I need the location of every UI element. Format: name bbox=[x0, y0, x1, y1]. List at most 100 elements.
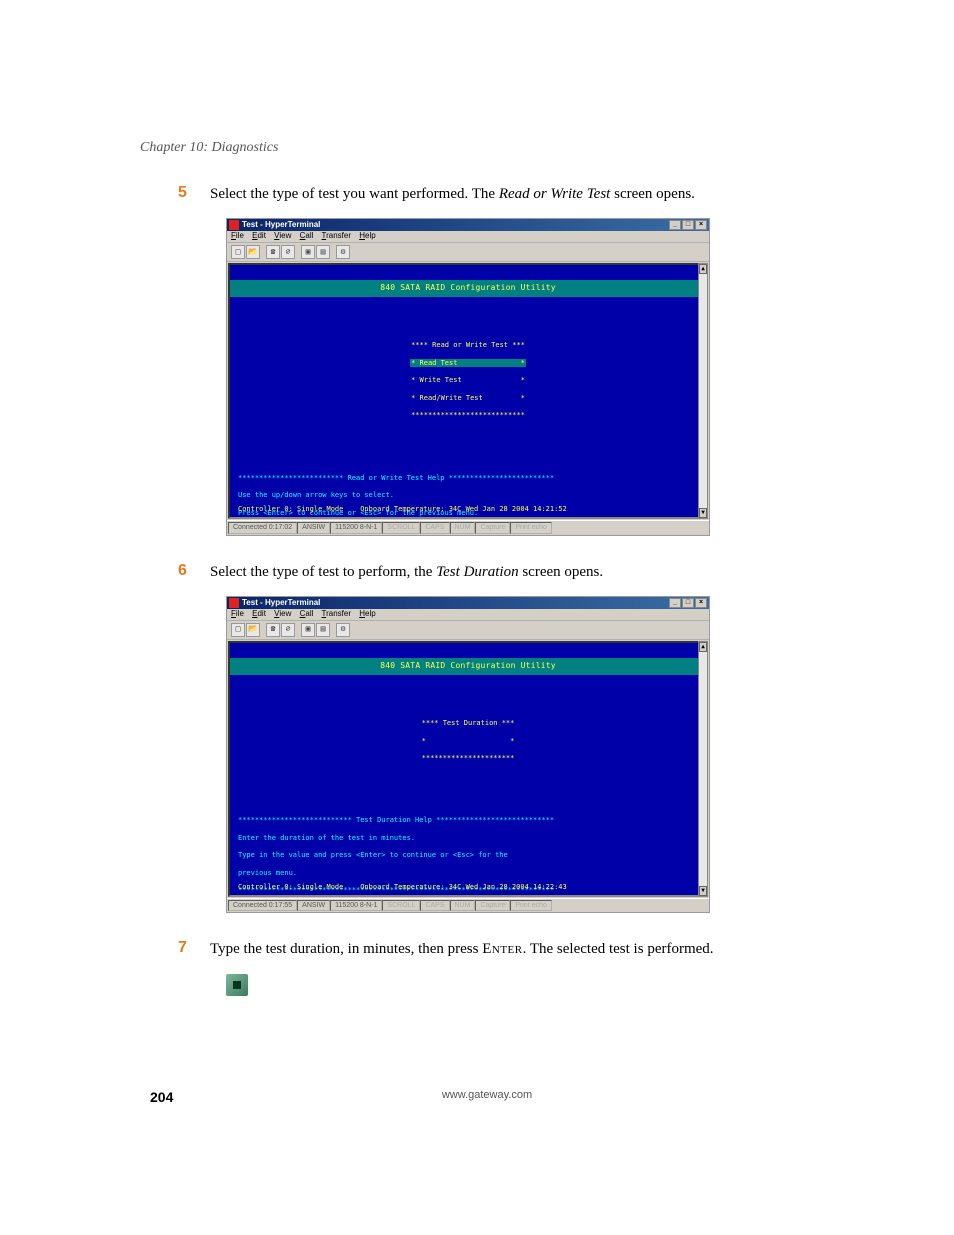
menu-transfer[interactable]: Transfer bbox=[322, 231, 352, 240]
send-icon[interactable]: ▣ bbox=[301, 245, 315, 259]
menu-call[interactable]: Call bbox=[300, 231, 314, 240]
menu-view[interactable]: View bbox=[274, 609, 291, 618]
menu-help[interactable]: Help bbox=[359, 231, 375, 240]
disconnect-icon[interactable]: ⌀ bbox=[281, 623, 295, 637]
menu-header: **** Test Duration *** bbox=[238, 719, 698, 728]
step-number: 6 bbox=[178, 562, 187, 580]
scroll-track[interactable] bbox=[699, 652, 707, 886]
terminal-area[interactable]: 840 SATA RAID Configuration Utility ****… bbox=[228, 641, 708, 897]
maximize-button[interactable]: □ bbox=[682, 598, 694, 608]
status-connected: Connected 0:17:55 bbox=[228, 900, 297, 912]
status-capture: Capture bbox=[475, 522, 510, 534]
window-titlebar: Test - HyperTerminal _ □ × bbox=[227, 219, 709, 231]
scroll-up-icon[interactable]: ▲ bbox=[699, 642, 707, 652]
menu-transfer[interactable]: Transfer bbox=[322, 609, 352, 618]
connect-icon[interactable]: ☎ bbox=[266, 245, 280, 259]
text-part: screen opens. bbox=[610, 186, 695, 202]
status-capture: Capture bbox=[475, 900, 510, 912]
window-titlebar: Test - HyperTerminal _ □ × bbox=[227, 597, 709, 609]
utility-title: 840 SATA RAID Configuration Utility bbox=[230, 280, 706, 299]
window-title: Test - HyperTerminal bbox=[242, 221, 669, 230]
help-title: ************************* Read or Write … bbox=[238, 474, 698, 483]
toolbar: □ 📂 ☎ ⌀ ▣ ▤ ⚙ bbox=[227, 621, 709, 640]
menu-edit[interactable]: Edit bbox=[252, 231, 266, 240]
menu-file[interactable]: File bbox=[231, 231, 244, 240]
text-part: Type the test duration, in minutes, then… bbox=[210, 941, 482, 957]
terminal-area[interactable]: 840 SATA RAID Configuration Utility ****… bbox=[228, 263, 708, 519]
receive-icon[interactable]: ▤ bbox=[316, 245, 330, 259]
page-footer: 204 www.gateway.com bbox=[150, 1089, 824, 1105]
minimize-button[interactable]: _ bbox=[669, 598, 681, 608]
toolbar: □ 📂 ☎ ⌀ ▣ ▤ ⚙ bbox=[227, 243, 709, 262]
terminal-container: 840 SATA RAID Configuration Utility ****… bbox=[227, 640, 709, 898]
help-line: Type in the value and press <Enter> to c… bbox=[238, 851, 698, 860]
help-line: Enter the duration of the test in minute… bbox=[238, 834, 698, 843]
menu-rule: *************************** bbox=[238, 411, 698, 420]
app-icon bbox=[229, 598, 239, 608]
scroll-down-icon[interactable]: ▼ bbox=[699, 508, 707, 518]
new-icon[interactable]: □ bbox=[231, 245, 245, 259]
minimize-button[interactable]: _ bbox=[669, 220, 681, 230]
end-of-procedure-icon bbox=[226, 974, 248, 996]
close-button[interactable]: × bbox=[695, 220, 707, 230]
scroll-track[interactable] bbox=[699, 274, 707, 508]
send-icon[interactable]: ▣ bbox=[301, 623, 315, 637]
open-icon[interactable]: 📂 bbox=[246, 245, 260, 259]
scrollbar[interactable]: ▲ ▼ bbox=[698, 263, 708, 519]
disconnect-icon[interactable]: ⌀ bbox=[281, 245, 295, 259]
connect-icon[interactable]: ☎ bbox=[266, 623, 280, 637]
step-text: Select the type of test to perform, the … bbox=[210, 564, 603, 580]
menu-file[interactable]: File bbox=[231, 609, 244, 618]
scroll-up-icon[interactable]: ▲ bbox=[699, 264, 707, 274]
step-text: Type the test duration, in minutes, then… bbox=[210, 941, 714, 957]
status-terminal: ANSIW bbox=[297, 900, 330, 912]
scroll-down-icon[interactable]: ▼ bbox=[699, 886, 707, 896]
status-connected: Connected 0:17:02 bbox=[228, 522, 297, 534]
step-number: 7 bbox=[178, 939, 187, 957]
text-part: screen opens. bbox=[519, 564, 604, 580]
menu-edit[interactable]: Edit bbox=[252, 609, 266, 618]
status-config: 115200 8-N-1 bbox=[330, 900, 382, 912]
chapter-header: Chapter 10: Diagnostics bbox=[140, 140, 824, 156]
status-scroll: SCROLL bbox=[382, 900, 420, 912]
scrollbar[interactable]: ▲ ▼ bbox=[698, 641, 708, 897]
utility-title: 840 SATA RAID Configuration Utility bbox=[230, 658, 706, 677]
help-title: *************************** Test Duratio… bbox=[238, 816, 698, 825]
close-button[interactable]: × bbox=[695, 598, 707, 608]
status-config: 115200 8-N-1 bbox=[330, 522, 382, 534]
separator bbox=[331, 245, 335, 259]
open-icon[interactable]: 📂 bbox=[246, 623, 260, 637]
step-text: Select the type of test you want perform… bbox=[210, 186, 695, 202]
window-buttons: _ □ × bbox=[669, 220, 707, 230]
menu-item-read[interactable]: * Read Test * bbox=[238, 359, 698, 368]
key-name: Enter bbox=[482, 941, 522, 957]
window-title: Test - HyperTerminal bbox=[242, 599, 669, 608]
terminal-body: **** Test Duration *** * * *************… bbox=[230, 692, 706, 782]
menu-call[interactable]: Call bbox=[300, 609, 314, 618]
status-caps: CAPS bbox=[420, 522, 449, 534]
properties-icon[interactable]: ⚙ bbox=[336, 623, 350, 637]
terminal-status: Controller 0: Single Mode Onboard Temper… bbox=[230, 882, 706, 893]
window-buttons: _ □ × bbox=[669, 598, 707, 608]
status-echo: Print echo bbox=[510, 900, 552, 912]
new-icon[interactable]: □ bbox=[231, 623, 245, 637]
help-line: previous menu. bbox=[238, 869, 698, 878]
menu-rule: ********************** bbox=[238, 754, 698, 763]
menubar: File Edit View Call Transfer Help bbox=[227, 231, 709, 243]
receive-icon[interactable]: ▤ bbox=[316, 623, 330, 637]
separator bbox=[331, 623, 335, 637]
separator bbox=[261, 245, 265, 259]
menubar: File Edit View Call Transfer Help bbox=[227, 609, 709, 621]
menu-item-write[interactable]: * Write Test * bbox=[238, 376, 698, 385]
step-5: 5 Select the type of test you want perfo… bbox=[140, 184, 824, 204]
maximize-button[interactable]: □ bbox=[682, 220, 694, 230]
italic-term: Test Duration bbox=[436, 564, 518, 580]
input-row[interactable]: * * bbox=[238, 737, 698, 746]
menu-help[interactable]: Help bbox=[359, 609, 375, 618]
menu-view[interactable]: View bbox=[274, 231, 291, 240]
properties-icon[interactable]: ⚙ bbox=[336, 245, 350, 259]
menu-item-readwrite[interactable]: * Read/Write Test * bbox=[238, 394, 698, 403]
text-part: Select the type of test you want perform… bbox=[210, 186, 499, 202]
step-number: 5 bbox=[178, 184, 187, 202]
status-echo: Print echo bbox=[510, 522, 552, 534]
